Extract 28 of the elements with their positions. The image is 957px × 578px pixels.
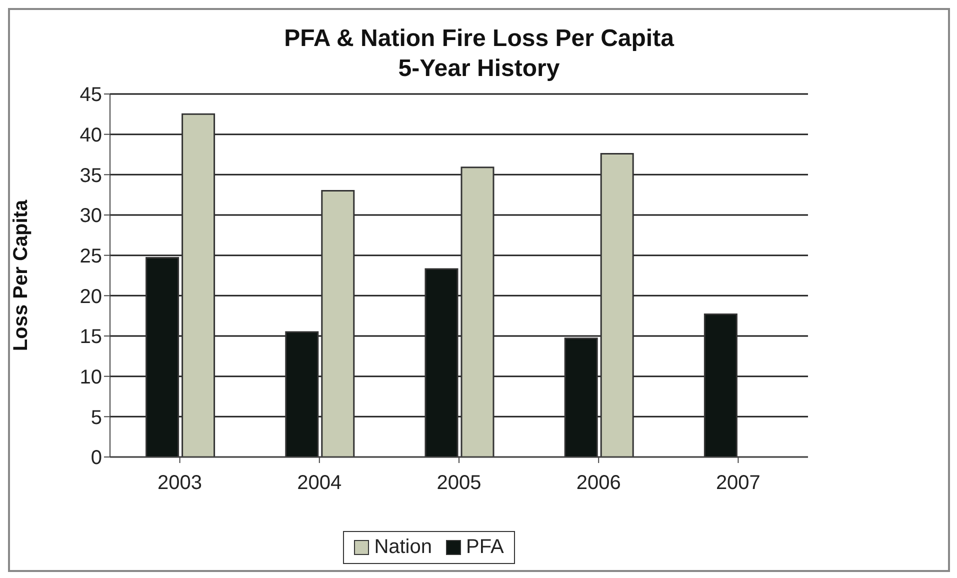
bar xyxy=(321,190,355,457)
y-tick-label: 0 xyxy=(90,447,102,470)
y-tick-label: 5 xyxy=(90,406,102,429)
x-tick-label: 2004 xyxy=(297,472,342,494)
bar xyxy=(424,268,458,457)
legend-label: PFA xyxy=(465,536,504,559)
y-axis-title: Loss Per Capita xyxy=(10,199,32,352)
x-tick-label: 2007 xyxy=(716,472,760,494)
x-tick-label: 2006 xyxy=(576,472,621,494)
bar xyxy=(704,313,738,457)
x-tick-label: 2005 xyxy=(436,472,482,494)
x-tick-label: 2003 xyxy=(158,472,202,494)
y-tick-label: 25 xyxy=(80,245,102,268)
y-tick-label: 40 xyxy=(80,124,102,146)
legend-label: Nation xyxy=(373,536,432,559)
y-tick-label: 30 xyxy=(80,205,102,228)
chart-title: PFA & Nation Fire Loss Per Capita 5-Year History xyxy=(283,24,676,84)
bar xyxy=(146,257,180,457)
bar xyxy=(564,338,598,457)
y-tick-label: 35 xyxy=(80,164,102,187)
y-tick-label: 45 xyxy=(80,84,102,106)
y-tick-label: 10 xyxy=(80,366,102,388)
bar xyxy=(600,152,634,457)
bar xyxy=(182,113,216,457)
bar xyxy=(285,331,319,457)
bar xyxy=(460,166,494,457)
y-tick-label: 15 xyxy=(80,326,102,348)
y-tick-label: 20 xyxy=(80,286,102,308)
